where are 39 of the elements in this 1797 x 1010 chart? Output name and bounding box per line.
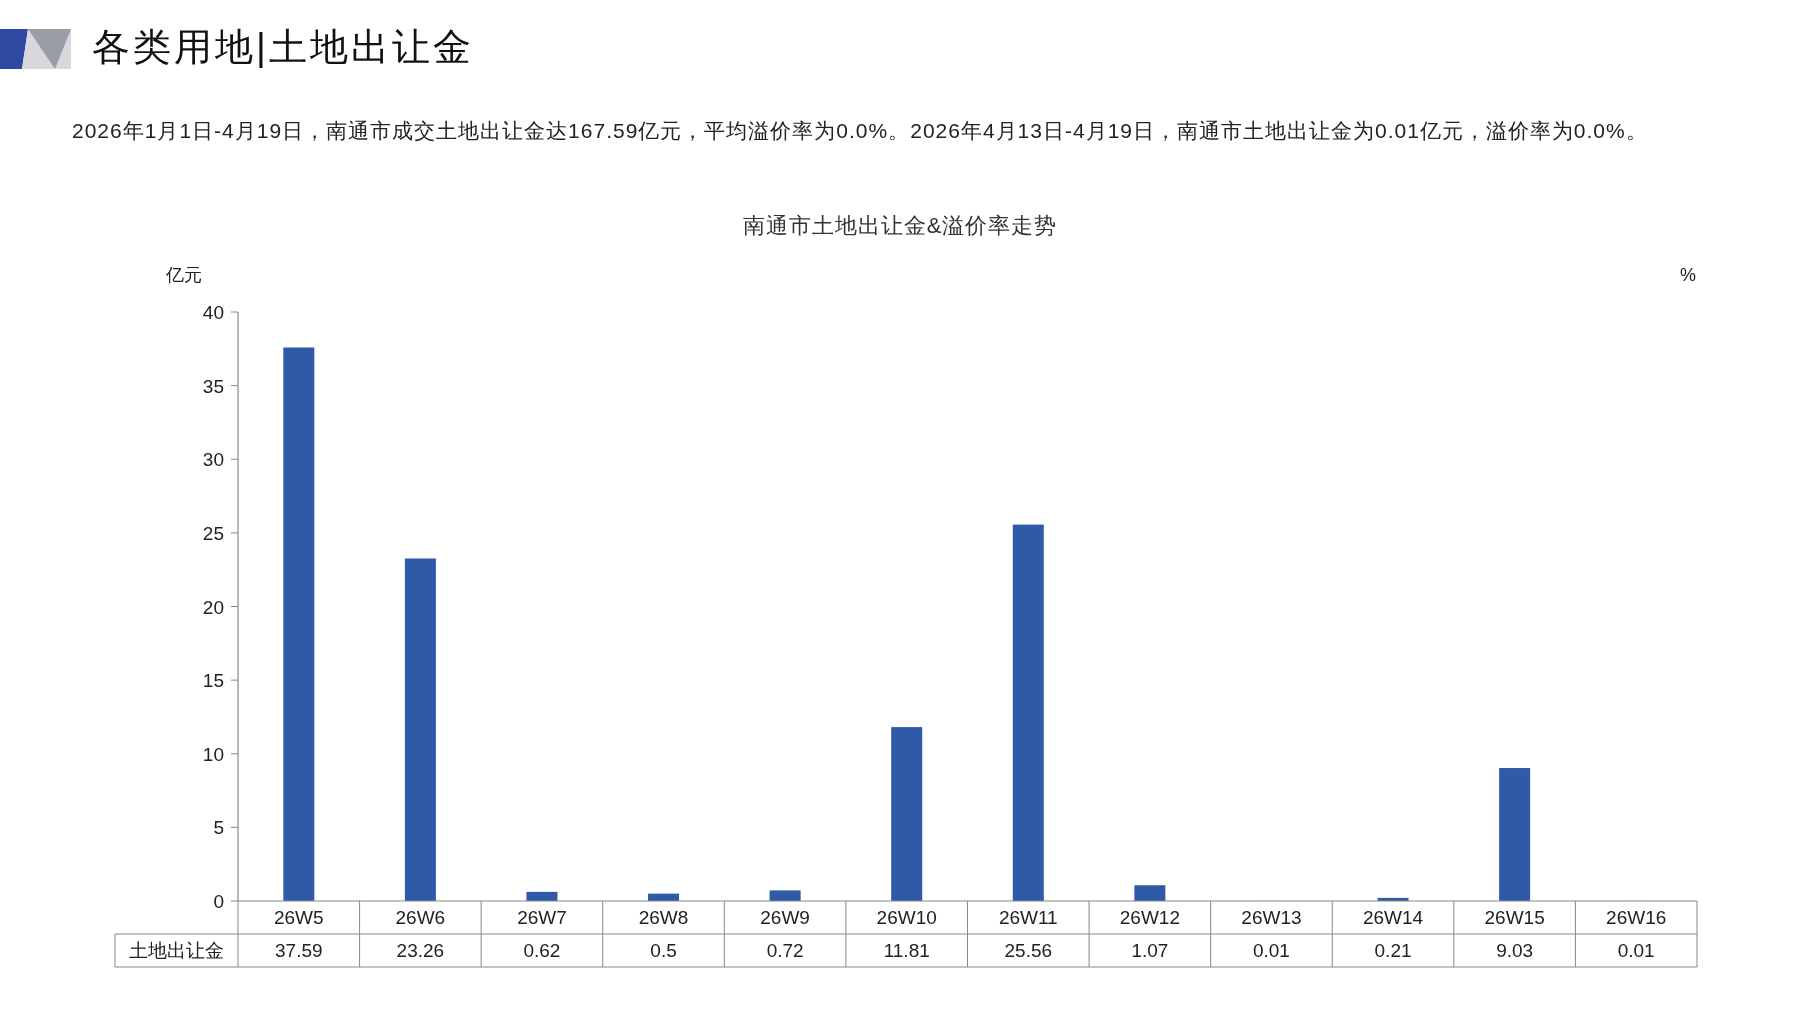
data-label: 0.01 [1617,940,1655,961]
y-tick-label: 25 [202,522,224,544]
x-tick-label: 26W6 [395,907,446,928]
chart-title: 南通市土地出让金&溢价率走势 [742,213,1058,238]
text: 土地出让金 [129,940,224,961]
data-label: 0.72 [766,940,804,961]
data-label: 9.03 [1496,940,1534,961]
y-tick-label: 5 [213,817,224,839]
x-tick-label: 26W8 [638,907,689,928]
y-tick-label: 0 [213,891,224,912]
x-tick-label: 26W9 [760,907,810,928]
x-tick-label: 26W5 [273,907,324,928]
data-label: 23.26 [396,940,445,961]
data-label: 0.21 [1374,940,1412,961]
y-tick-label: 40 [202,302,224,323]
data-label: 0.01 [1252,940,1290,961]
x-tick-label: 26W14 [1362,907,1424,928]
x-tick-label: 26W12 [1119,907,1180,928]
data-label: 0.62 [523,940,561,961]
data-label: 11.81 [883,940,930,961]
y-tick-label: 30 [202,449,224,471]
text: 2026年1月1日-4月19日，南通市成交土地出让金达167.59亿元，平均溢价率为0.0%。2026年4月13日-4月19日，南通市土地出让金为0.01亿元，溢价率为0.0%。 [72,118,1649,144]
data-label: 25.56 [1004,940,1053,961]
x-tick-label: 26W10 [876,907,937,928]
data-label: 0.5 [650,940,677,961]
y2-axis-title: % [1679,265,1697,285]
x-tick-label: 26W15 [1484,907,1545,928]
data-label: 1.07 [1131,940,1169,961]
x-tick-label: 26W7 [517,907,567,928]
data-label: 37.59 [275,940,323,961]
y-tick-label: 15 [202,670,224,692]
y-tick-label: 20 [202,596,224,618]
x-tick-label: 26W16 [1606,907,1667,928]
text: 各类用地|土地出让金 [92,25,474,70]
y-tick-label: 10 [202,743,224,765]
x-tick-label: 26W11 [998,907,1058,928]
y-tick-label: 35 [202,375,224,397]
y-axis-title: 亿元 [165,265,202,285]
x-tick-label: 26W13 [1241,907,1302,928]
